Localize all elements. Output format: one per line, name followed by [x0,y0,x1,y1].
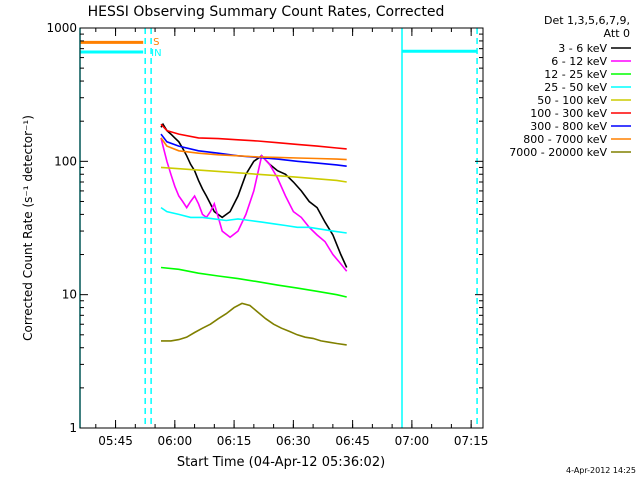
plot-frame [79,27,484,429]
x-tick-label-1: 06:00 [158,434,193,448]
y-tick-label-1: 10 [62,288,77,302]
series-1-line [160,137,348,272]
series-3-line [160,206,347,234]
y-axis-label: Corrected Count Rate (s⁻¹ detector⁻¹) [21,115,35,341]
legend-label-0: 3 - 6 keV [558,42,607,55]
series-8-line [161,302,347,346]
x-tick-label-3: 06:30 [276,434,311,448]
date-stamp: 4-Apr-2012 14:25 [566,466,636,475]
x-tick-label-5: 07:00 [395,434,430,448]
legend-header-line-2: Att 0 [604,27,630,40]
legend-label-7: 800 - 7000 keV [523,133,607,146]
series-5-line [160,123,347,150]
y-tick-label-2: 100 [54,154,77,168]
legend-label-5: 100 - 300 keV [530,107,607,120]
y-tick-label-0: 1 [69,421,77,435]
flag-label-0: S [153,37,159,48]
legend-label-2: 12 - 25 keV [544,68,607,81]
x-tick-label-6: 07:15 [454,434,489,448]
y-tick-label-3: 1000 [46,21,77,35]
legend-label-1: 6 - 12 keV [551,55,607,68]
legend-label-6: 300 - 800 keV [530,120,607,133]
x-axis-label: Start Time (04-Apr-12 05:36:02) [177,455,385,470]
series-0-line [160,122,348,268]
x-tick-label-2: 06:15 [217,434,252,448]
legend-label-3: 25 - 50 keV [544,81,607,94]
series-4-line [160,166,347,183]
legend-label-8: 7000 - 20000 keV [509,146,607,159]
legend-label-4: 50 - 100 keV [537,94,607,107]
x-tick-label-0: 05:45 [98,434,133,448]
x-tick-label-4: 06:45 [335,434,370,448]
legend-header-line-1: Det 1,3,5,6,7,9, [544,14,630,27]
series-layer [160,122,348,346]
marker-layer: SIN [79,28,478,428]
tick-layer: 05:45 06:00 06:15 06:30 06:45 07:00 07:15 1 10 10… [46,21,488,448]
flag-label-1: IN [151,48,161,59]
series-2-line [160,266,347,298]
chart-title: HESSI Observing Summary Count Rates, Cor… [88,4,445,20]
series-7-line [160,137,347,161]
